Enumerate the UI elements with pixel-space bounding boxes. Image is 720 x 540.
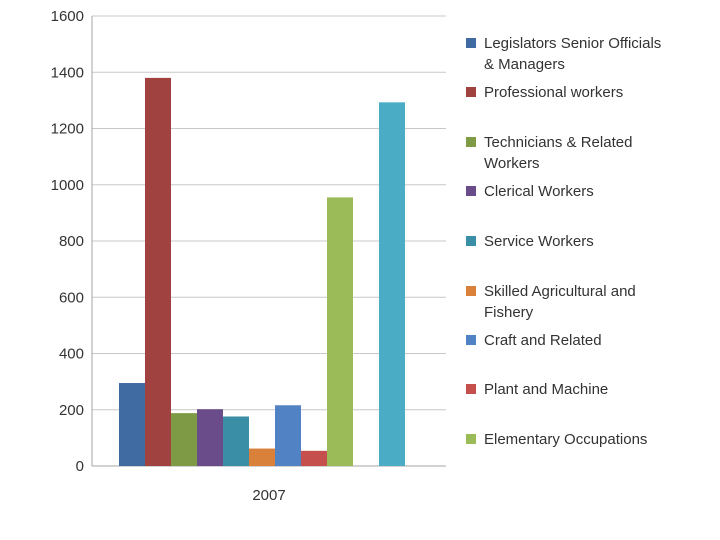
bar [301,450,327,466]
legend-swatch [466,137,476,147]
legend-label: Technicians & Related [484,134,632,151]
legend-label: & Managers [484,56,565,73]
legend-label: Craft and Related [484,332,602,349]
legend-label: Fishery [484,304,534,321]
bar [145,77,171,466]
legend-label: Skilled Agricultural and [484,283,636,300]
legend-swatch [466,384,476,394]
y-tick-label: 600 [59,289,84,306]
legend-swatch [466,286,476,296]
y-tick-label: 1200 [51,121,84,138]
legend-swatch [466,434,476,444]
legend-swatch [466,38,476,48]
legend-label: Plant and Machine [484,381,608,398]
legend-label: Workers [484,155,540,172]
legend-label: Professional workers [484,84,623,101]
legend-swatch [466,87,476,97]
bar [379,102,405,466]
bar [327,197,353,466]
bar [223,416,249,466]
y-tick-label: 1600 [51,8,84,25]
bar [275,405,301,466]
y-tick-label: 0 [76,458,84,475]
y-tick-label: 1000 [51,177,84,194]
legend-label: Legislators Senior Officials [484,35,661,52]
bar [119,383,145,466]
legend-label: Clerical Workers [484,183,594,200]
legend-swatch [466,186,476,196]
bar [171,413,197,466]
x-tick-label: 2007 [252,487,285,504]
y-tick-label: 400 [59,346,84,363]
legend-swatch [466,236,476,246]
y-tick-label: 1400 [51,64,84,81]
y-tick-label: 200 [59,402,84,419]
legend-label: Service Workers [484,233,594,250]
legend-label: Elementary Occupations [484,431,647,448]
bar [249,448,275,466]
legend-swatch [466,335,476,345]
y-tick-label: 800 [59,233,84,250]
bar [197,409,223,466]
